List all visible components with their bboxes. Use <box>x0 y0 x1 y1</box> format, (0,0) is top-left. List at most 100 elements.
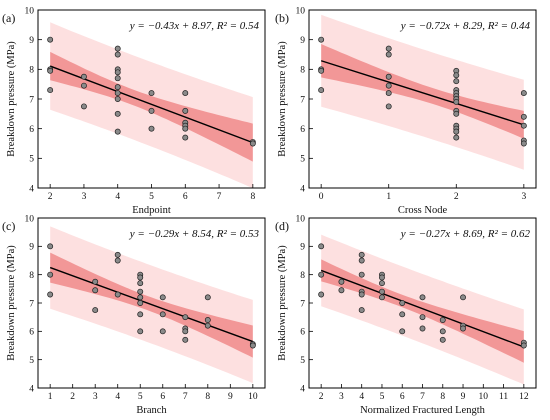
y-tick-label: 4 <box>300 184 305 194</box>
data-point <box>318 243 325 250</box>
data-point <box>148 90 155 97</box>
data-point <box>453 110 460 117</box>
y-tick-label: 8 <box>300 66 305 76</box>
data-point <box>379 274 385 281</box>
data-point <box>114 84 121 91</box>
y-tick-label: 7 <box>29 95 34 105</box>
x-tick-label: 5 <box>380 392 385 402</box>
data-point <box>114 110 121 117</box>
y-tick-label: 10 <box>25 214 35 224</box>
data-point <box>460 325 466 332</box>
data-point <box>137 288 144 295</box>
panel-label: (d) <box>275 219 289 233</box>
data-point <box>419 325 426 332</box>
data-point <box>114 257 121 264</box>
y-tick-label: 7 <box>300 299 305 309</box>
data-point <box>92 287 99 294</box>
data-point <box>137 274 144 281</box>
data-point <box>385 51 392 58</box>
y-tick-label: 9 <box>300 243 305 253</box>
y-tick-label: 9 <box>300 36 305 46</box>
y-tick-label: 6 <box>300 125 305 135</box>
x-tick-label: 5 <box>149 192 154 202</box>
data-point <box>338 278 345 285</box>
y-tick-label: 10 <box>25 6 35 16</box>
data-point <box>137 280 144 287</box>
y-tick-label: 7 <box>300 95 305 105</box>
panel-label: (a) <box>2 11 15 25</box>
data-point <box>137 328 144 335</box>
x-tick-label: 1 <box>386 192 391 202</box>
x-tick-label: 11 <box>499 392 508 402</box>
data-point <box>148 107 155 114</box>
data-point <box>439 317 446 323</box>
y-tick-label: 10 <box>296 6 306 16</box>
data-point <box>80 73 87 80</box>
y-axis-label: Breakdown pressure (MPa) <box>277 245 288 361</box>
data-point <box>114 45 121 52</box>
y-tick-label: 9 <box>29 36 34 46</box>
data-point <box>47 291 54 298</box>
y-tick-label: 5 <box>300 356 305 366</box>
x-tick-label: 9 <box>228 392 233 402</box>
data-point <box>182 314 189 321</box>
data-point <box>318 291 325 298</box>
x-tick-label: 3 <box>82 192 87 202</box>
y-tick-label: 8 <box>29 66 34 76</box>
data-point <box>159 294 166 301</box>
data-point <box>379 294 385 301</box>
y-tick-label: 5 <box>300 155 305 165</box>
y-tick-label: 5 <box>29 155 34 165</box>
data-point <box>453 99 460 105</box>
data-point <box>114 51 121 58</box>
x-axis-label: Endpoint <box>132 205 171 216</box>
panel-4: 2 3 4 5 6 7 8 9 10 11 12 4 5 6 7 8 9 10 Normalized Fractur… <box>275 214 537 416</box>
data-point <box>399 311 406 318</box>
data-point <box>358 291 365 298</box>
data-point <box>182 134 189 141</box>
data-point <box>114 128 121 135</box>
x-tick-label: 7 <box>183 392 188 402</box>
y-tick-label: 4 <box>29 184 34 194</box>
data-point <box>318 87 325 94</box>
data-point <box>318 36 325 43</box>
data-point <box>453 128 460 135</box>
confidence-band <box>321 259 524 363</box>
panel-2: 0 1 2 3 4 5 6 7 8 9 10 Cross Node Breakdown pressure… <box>275 6 537 216</box>
x-tick-label: 2 <box>319 392 324 402</box>
y-axis-label: Breakdown pressure (MPa) <box>6 41 17 157</box>
data-point <box>80 103 87 110</box>
fit-equation: y = −0.27x + 8.69, R² = 0.62 <box>400 228 531 240</box>
y-tick-label: 6 <box>29 125 34 135</box>
data-point <box>379 280 385 287</box>
data-point <box>460 294 466 301</box>
x-tick-label: 4 <box>115 392 120 402</box>
y-axis-label: Breakdown pressure (MPa) <box>277 41 288 157</box>
data-point <box>182 125 189 132</box>
y-tick-label: 9 <box>29 243 34 253</box>
x-tick-label: 2 <box>454 192 459 202</box>
fit-line <box>320 269 525 348</box>
panel-3: 1 2 3 4 5 6 7 8 9 10 4 5 6 7 8 9 10 Branch Breakdown press… <box>2 214 266 416</box>
x-tick-label: 4 <box>115 192 120 202</box>
y-tick-label: 4 <box>300 384 305 394</box>
data-point <box>419 314 426 321</box>
x-tick-label: 0 <box>319 192 324 202</box>
y-tick-label: 8 <box>29 271 34 281</box>
data-point <box>385 45 392 52</box>
y-axis-label: Breakdown pressure (MPa) <box>6 245 17 361</box>
data-point <box>114 75 121 82</box>
data-point <box>137 311 144 318</box>
data-point <box>385 82 392 89</box>
data-point <box>453 134 460 141</box>
data-point <box>439 328 446 335</box>
data-point <box>338 287 345 294</box>
data-point <box>47 36 54 43</box>
y-tick-label: 8 <box>300 271 305 281</box>
x-tick-label: 6 <box>160 392 165 402</box>
x-tick-label: 9 <box>461 392 466 402</box>
x-tick-label: 10 <box>248 392 258 402</box>
data-point <box>137 300 144 306</box>
x-tick-label: 8 <box>205 392 210 402</box>
